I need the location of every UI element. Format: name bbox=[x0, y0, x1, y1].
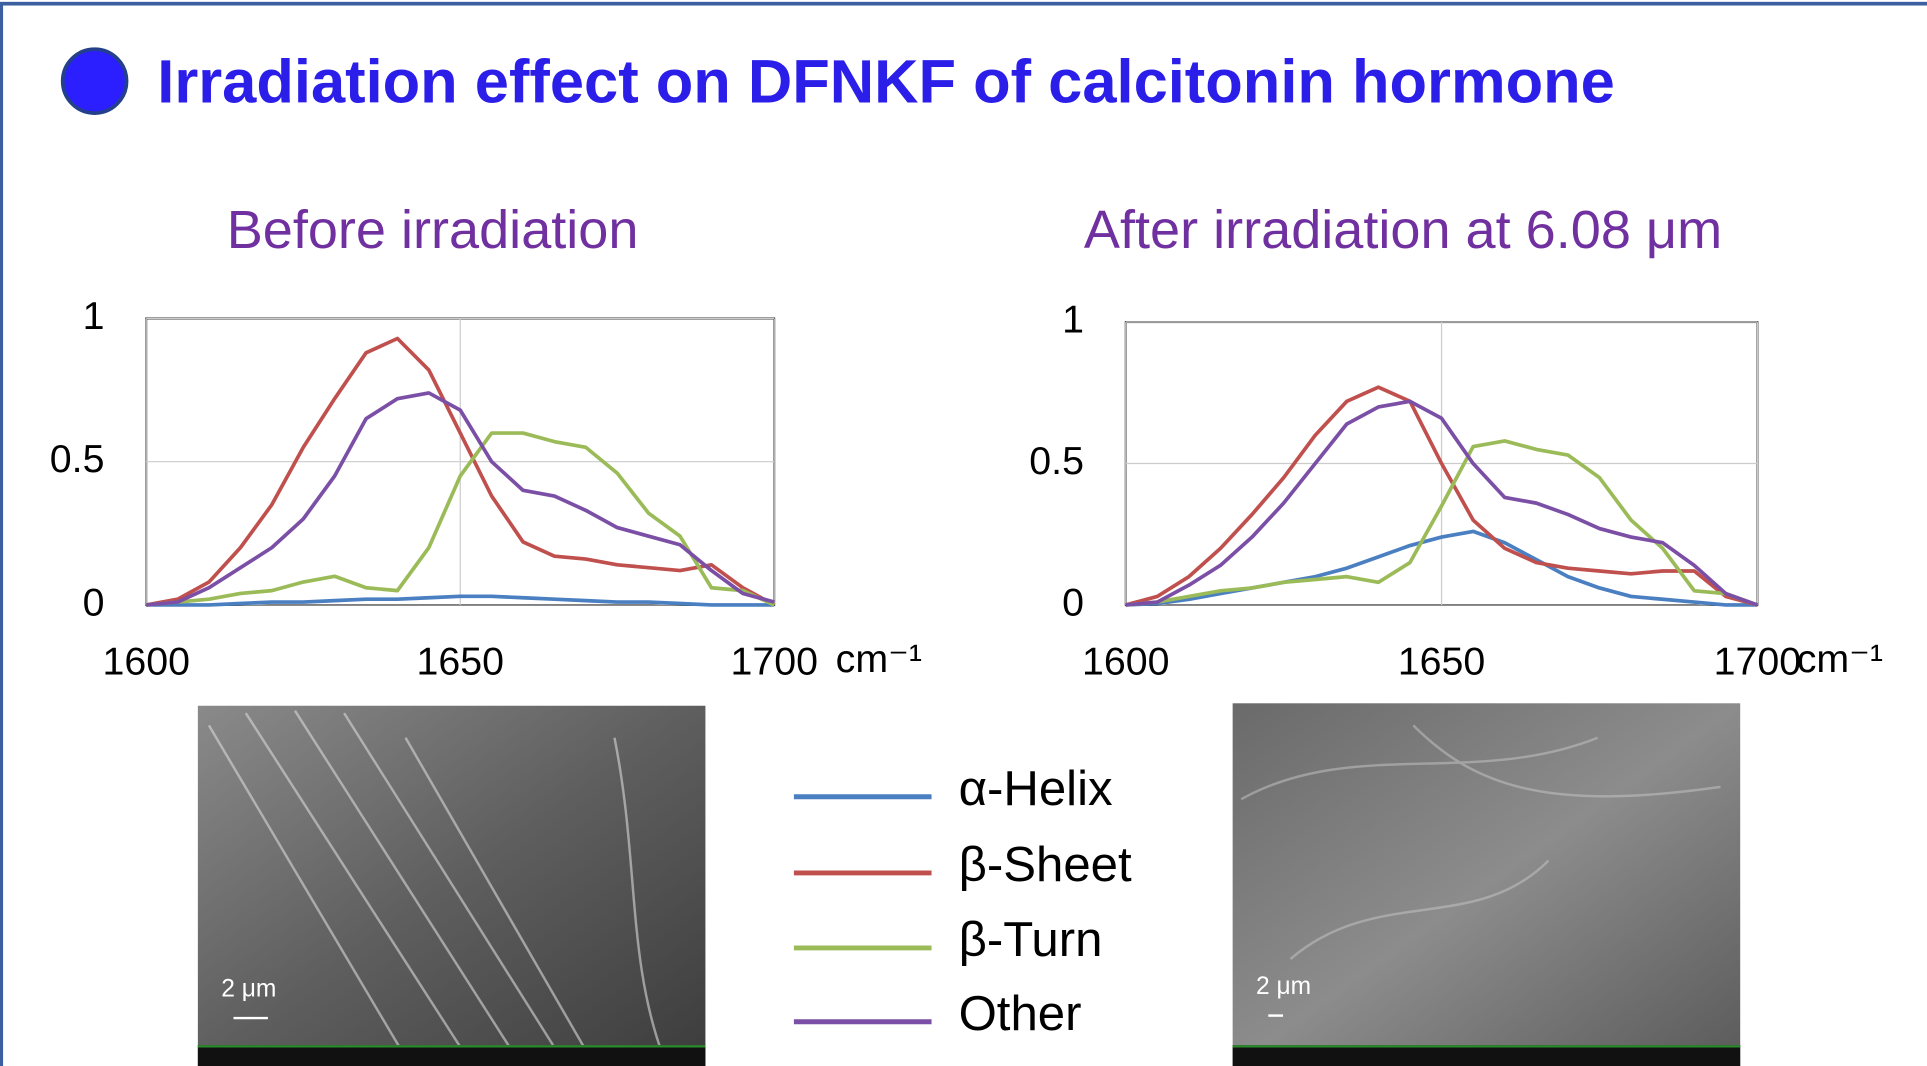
x-tick-label: 1700 bbox=[731, 639, 818, 683]
y-tick-label: 0 bbox=[1062, 580, 1084, 624]
series-line bbox=[145, 336, 776, 607]
chart-title: Before irradiation bbox=[227, 200, 639, 260]
scale-label: 2 μm bbox=[1256, 973, 1311, 1000]
legend-label: β-Sheet bbox=[959, 837, 1132, 892]
series-line bbox=[1125, 439, 1759, 607]
x-tick-label: 1600 bbox=[1082, 639, 1169, 683]
y-tick-label: 1 bbox=[83, 294, 105, 338]
series-line bbox=[1125, 529, 1758, 607]
series-line bbox=[146, 594, 775, 607]
x-axis-unit: cm⁻¹ bbox=[836, 637, 922, 681]
slide-title: Irradiation effect on DFNKF of calcitoni… bbox=[157, 47, 1615, 116]
series-line bbox=[1125, 399, 1759, 607]
legend-label: β-Turn bbox=[959, 912, 1103, 967]
x-tick-label: 1650 bbox=[1398, 639, 1485, 683]
y-tick-label: 0 bbox=[83, 580, 105, 624]
sem-image bbox=[1232, 703, 1741, 1066]
legend-label: Other bbox=[959, 986, 1082, 1041]
sem-image bbox=[197, 705, 706, 1066]
series-line bbox=[146, 431, 776, 607]
scale-label: 2 μm bbox=[221, 975, 276, 1002]
y-tick-label: 1 bbox=[1062, 298, 1084, 342]
x-tick-label: 1650 bbox=[417, 639, 504, 683]
x-axis-unit: cm⁻¹ bbox=[1797, 637, 1883, 681]
series-line bbox=[146, 391, 775, 607]
y-tick-label: 0.5 bbox=[1029, 439, 1084, 483]
bullet bbox=[60, 47, 129, 115]
chart-title: After irradiation at 6.08 μm bbox=[1084, 200, 1722, 260]
legend-label: α-Helix bbox=[959, 761, 1113, 816]
y-tick-label: 0.5 bbox=[50, 437, 105, 481]
x-tick-label: 1600 bbox=[103, 639, 190, 683]
series-line bbox=[1125, 385, 1758, 607]
x-tick-label: 1700 bbox=[1714, 639, 1801, 683]
